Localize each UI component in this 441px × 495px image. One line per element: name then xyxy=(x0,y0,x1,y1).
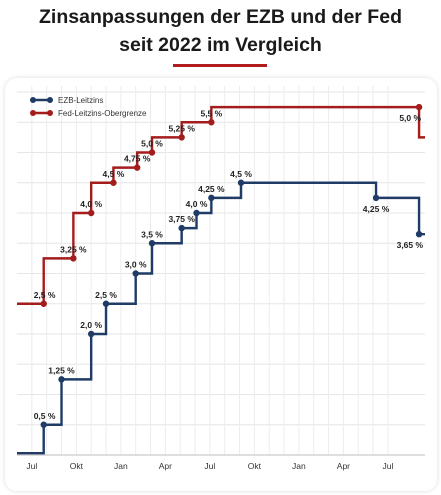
data-point xyxy=(110,179,117,186)
data-point xyxy=(372,194,380,202)
legend-swatch-dot xyxy=(47,97,53,103)
x-tick-label: Apr xyxy=(159,461,172,471)
chart-series-group: 0,5 % 1,25 % 2,0 % 2,5 % 3,0 % 3,5 % 3,75 % 4,0… xyxy=(17,103,425,455)
data-label: 5,0 % xyxy=(141,139,163,149)
x-tick-label: Apr xyxy=(337,461,350,471)
data-label: 2,5 % xyxy=(34,290,56,300)
data-label: 0,5 % xyxy=(34,411,56,421)
data-point xyxy=(40,421,47,428)
x-tick-label: Jul xyxy=(204,461,215,471)
data-label: 3,0 % xyxy=(125,260,147,270)
chart-card xyxy=(5,78,437,491)
data-point xyxy=(58,376,65,383)
data-point xyxy=(70,255,77,262)
data-label: 4,5 % xyxy=(103,169,125,179)
x-tick-label: Okt xyxy=(248,461,262,471)
data-point xyxy=(237,179,245,186)
x-tick-label: Jan xyxy=(292,461,306,471)
data-label: 3,65 % xyxy=(397,240,424,250)
data-label: 3,25 % xyxy=(60,244,87,254)
series-line-ezb xyxy=(17,181,425,455)
legend-swatch-dot xyxy=(30,110,36,116)
data-point xyxy=(132,270,139,277)
data-point xyxy=(102,300,110,307)
title-underline xyxy=(173,64,267,67)
data-point xyxy=(208,194,215,202)
chart-title-line-2: seit 2022 im Vergleich xyxy=(119,34,322,56)
data-point xyxy=(178,224,185,232)
data-label: 2,5 % xyxy=(95,290,117,300)
data-label: 4,75 % xyxy=(124,154,151,164)
legend-swatch-dot xyxy=(47,110,53,116)
data-label: 4,5 % xyxy=(230,169,252,179)
x-tick-label: Okt xyxy=(70,461,84,471)
chart-legend: EZB-Leitzins Fed-Leitzins-Obergrenze xyxy=(30,96,147,118)
chart-grid xyxy=(17,86,425,456)
legend-label: Fed-Leitzins-Obergrenze xyxy=(58,109,147,118)
data-label: 1,25 % xyxy=(48,365,75,375)
data-label: 5,25 % xyxy=(168,123,195,133)
data-label: 4,0 % xyxy=(80,199,102,209)
data-label: 4,25 % xyxy=(198,184,225,194)
legend-label: EZB-Leitzins xyxy=(58,96,103,105)
data-label: 4,25 % xyxy=(363,204,390,214)
data-point xyxy=(415,103,423,111)
data-label: 3,75 % xyxy=(168,214,195,224)
series-line-fed xyxy=(17,105,425,305)
data-point xyxy=(208,119,215,126)
data-point xyxy=(148,149,156,156)
data-point xyxy=(133,164,141,171)
x-axis-ticks: Jul Okt Jan Apr Jul Okt Jan Apr Jul xyxy=(26,461,393,471)
x-tick-label: Jul xyxy=(26,461,37,471)
legend-swatch-dot xyxy=(30,97,36,103)
data-point xyxy=(148,240,156,247)
data-point xyxy=(415,230,423,238)
data-point xyxy=(193,209,200,217)
x-tick-label: Jul xyxy=(382,461,393,471)
data-point xyxy=(178,134,185,141)
data-label: 2,0 % xyxy=(80,320,102,330)
data-label: 5,0 % xyxy=(399,113,421,123)
data-label: 4,0 % xyxy=(186,199,208,209)
data-label: 3,5 % xyxy=(141,229,163,239)
data-point xyxy=(87,330,95,338)
data-point xyxy=(40,300,47,307)
data-point xyxy=(87,209,95,217)
chart-title-line-1: Zinsanpassungen der EZB und der Fed xyxy=(39,6,402,28)
data-label: 5,5 % xyxy=(200,108,222,118)
x-tick-label: Jan xyxy=(114,461,128,471)
